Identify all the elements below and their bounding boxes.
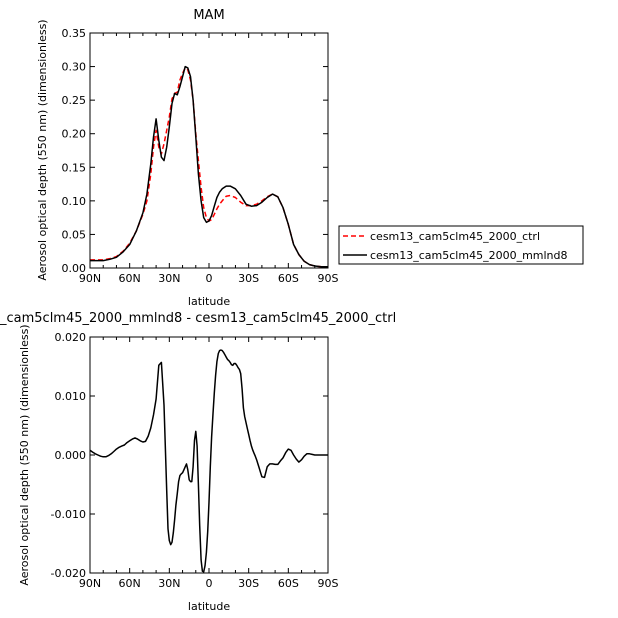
bottom-chart-xtick-label: 90N: [79, 577, 101, 590]
legend-label-mmlnd8: cesm13_cam5clm45_2000_mmlnd8: [370, 249, 568, 262]
top-chart-xtick-label: 30S: [238, 272, 259, 285]
top-chart-ytick-label: 0.10: [62, 195, 87, 208]
top-chart-series: [90, 65, 328, 268]
bottom-chart-series-line-0: [89, 349, 328, 573]
top-chart-ytick-label: 0.30: [62, 61, 87, 74]
bottom-chart-frame: [89, 336, 329, 574]
bottom-chart-ytick-label: -0.010: [51, 508, 86, 521]
top-chart-xlabel: latitude: [188, 295, 230, 308]
top-chart: MAM Aerosol optical depth (550 nm) (dime…: [36, 8, 339, 308]
top-chart-title: MAM: [193, 8, 224, 23]
legend: cesm13_cam5clm45_2000_ctrl cesm13_cam5cl…: [338, 225, 584, 265]
top-chart-xtick-label: 90N: [79, 272, 101, 285]
bottom-chart-ytick-label: 0.010: [55, 390, 87, 403]
top-chart-ytick-label: 0.20: [62, 128, 87, 141]
bottom-chart-xlabel: latitude: [188, 600, 230, 613]
top-chart-ytick-label: 0.15: [62, 161, 87, 174]
bottom-chart-xtick-label: 0: [206, 577, 213, 590]
top-chart-xtick-label: 90S: [318, 272, 339, 285]
bottom-chart-ytick-label: -0.020: [51, 567, 86, 580]
bottom-chart-axes: 90N 60N 30N 0 30S 60S 90S -0.020 -0.010 0.000 0.01…: [51, 331, 339, 590]
bottom-chart-xtick-label: 90S: [318, 577, 339, 590]
top-chart-ylabel: Aerosol optical depth (550 nm) (dimensio…: [36, 19, 49, 280]
top-chart-frame: [89, 32, 329, 269]
bottom-chart-ytick-label: 0.020: [55, 331, 87, 344]
top-chart-xtick-label: 0: [206, 272, 213, 285]
bottom-chart-ylabel: Aerosol optical depth (550 nm) (dimensio…: [18, 324, 31, 585]
top-chart-axes: 90N 60N 30N 0 30S 60S 90S 0.00 0.05 0.10 0.15 0.20 0…: [62, 27, 339, 285]
bottom-chart-series: [89, 349, 328, 573]
top-chart-ytick-label: 0.35: [62, 27, 87, 40]
bottom-chart-xtick-label: 30S: [238, 577, 259, 590]
top-chart-xtick-label: 60S: [278, 272, 299, 285]
bottom-chart-xtick-label: 30N: [158, 577, 180, 590]
bottom-chart-xtick-label: 60S: [278, 577, 299, 590]
legend-box: [338, 225, 584, 265]
bottom-chart-title: _cam5clm45_2000_mmlnd8 - cesm13_cam5clm4…: [0, 311, 396, 326]
top-chart-series-line-1: [90, 65, 328, 268]
bottom-chart-xtick-label: 60N: [119, 577, 141, 590]
legend-label-ctrl: cesm13_cam5clm45_2000_ctrl: [370, 230, 540, 243]
top-chart-xtick-label: 60N: [119, 272, 141, 285]
top-chart-xtick-label: 30N: [158, 272, 180, 285]
top-chart-ytick-label: 0.00: [62, 262, 87, 275]
top-chart-ytick-label: 0.05: [62, 228, 87, 241]
bottom-chart-ytick-label: 0.000: [55, 449, 87, 462]
bottom-chart: _cam5clm45_2000_mmlnd8 - cesm13_cam5clm4…: [0, 311, 396, 613]
top-chart-ytick-label: 0.25: [62, 94, 87, 107]
